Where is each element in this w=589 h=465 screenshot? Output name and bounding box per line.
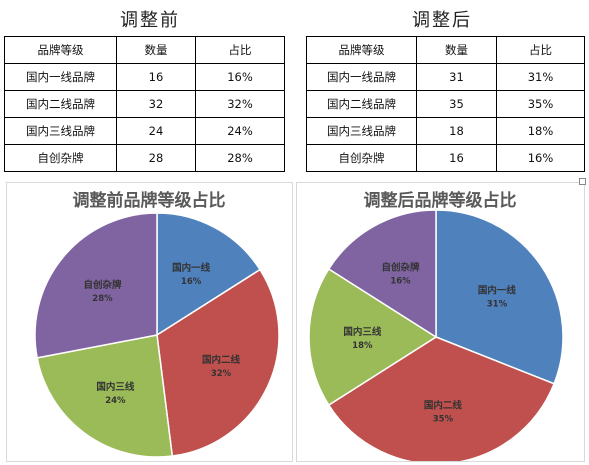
table-header-row: 品牌等级 数量 占比 — [4, 36, 285, 64]
table-cell: 31 — [416, 63, 497, 91]
slice-category-label: 国内二线 — [424, 399, 463, 411]
table-row: 国内一线品牌 31 31% — [306, 63, 585, 91]
slice-category-label: 自创杂牌 — [382, 261, 421, 273]
table-cell: 16% — [195, 63, 285, 91]
chart-title: 调整后品牌等级占比 — [364, 190, 517, 211]
table-cell: 国内二线品牌 — [306, 90, 417, 118]
pie-labels: 国内一线 31% 国内二线 35% 国内三线 18% 自创杂牌 16% — [343, 261, 516, 424]
table-cell: 16 — [116, 63, 196, 91]
table-cell: 国内三线品牌 — [306, 117, 417, 145]
table-cell: 16 — [416, 144, 497, 172]
slice-percent-label: 32% — [211, 369, 232, 379]
header-cell: 品牌等级 — [4, 36, 117, 64]
slice-percent-label: 24% — [105, 396, 126, 406]
table-cell: 18% — [496, 117, 585, 145]
after-pie-chart-frame: 调整后品牌等级占比 国内一线 31% 国内二线 35% 国内三线 18% 自创杂牌 16% — [296, 182, 585, 462]
chart-resize-handle[interactable] — [579, 178, 586, 185]
table-cell: 31% — [496, 63, 585, 91]
table-cell: 16% — [496, 144, 585, 172]
before-pie-chart-frame: 调整前品牌等级占比 国内一线 16% 国内二线 32% 国内三线 24% 自创杂牌 28% — [6, 182, 293, 462]
before-section-title: 调整前 — [120, 10, 180, 31]
table-row: 国内三线品牌 18 18% — [306, 117, 585, 145]
table-cell: 35% — [496, 90, 585, 118]
pie-slice-tier3[interactable] — [308, 267, 438, 407]
slice-percent-label: 28% — [92, 294, 113, 304]
slice-category-label: 国内三线 — [96, 381, 135, 393]
table-row: 国内二线品牌 35 35% — [306, 90, 585, 118]
table-row: 国内三线品牌 24 24% — [4, 117, 285, 145]
pie-labels: 国内一线 16% 国内二线 32% 国内三线 24% 自创杂牌 28% — [83, 262, 240, 406]
table-cell: 24 — [116, 117, 196, 145]
before-table: 品牌等级 数量 占比 国内一线品牌 16 16% 国内二线品牌 32 32% 国… — [4, 36, 285, 172]
after-pie-chart: 调整后品牌等级占比 国内一线 31% 国内二线 35% 国内三线 18% 自创杂牌 16% — [308, 190, 564, 461]
slice-category-label: 自创杂牌 — [83, 279, 122, 291]
table-cell: 24% — [195, 117, 285, 145]
pie-slices — [34, 212, 280, 458]
pie-slice-tier2[interactable] — [327, 336, 556, 461]
slice-category-label: 国内二线 — [202, 354, 241, 366]
header-cell: 品牌等级 — [306, 36, 417, 64]
table-cell: 国内一线品牌 — [306, 63, 417, 91]
pie-slice-tier3[interactable] — [36, 334, 174, 458]
header-cell: 占比 — [496, 36, 585, 64]
table-cell: 自创杂牌 — [4, 144, 117, 172]
slice-category-label: 国内一线 — [172, 262, 211, 274]
after-table: 品牌等级 数量 占比 国内一线品牌 31 31% 国内二线品牌 35 35% 国… — [306, 36, 585, 172]
table-header-row: 品牌等级 数量 占比 — [306, 36, 585, 64]
table-cell: 32 — [116, 90, 196, 118]
table-row: 自创杂牌 28 28% — [4, 144, 285, 172]
table-row: 国内一线品牌 16 16% — [4, 63, 285, 91]
header-cell: 数量 — [416, 36, 497, 64]
chart-title: 调整前品牌等级占比 — [73, 190, 226, 211]
slice-percent-label: 35% — [433, 414, 454, 424]
before-pie-chart: 调整前品牌等级占比 国内一线 16% 国内二线 32% 国内三线 24% 自创杂牌 28% — [34, 190, 280, 458]
pie-slice-self-brand[interactable] — [327, 209, 437, 339]
table-cell: 国内二线品牌 — [4, 90, 117, 118]
table-cell: 国内一线品牌 — [4, 63, 117, 91]
slice-percent-label: 16% — [181, 277, 202, 287]
table-cell: 国内三线品牌 — [4, 117, 117, 145]
slice-percent-label: 16% — [390, 276, 411, 286]
table-row: 国内二线品牌 32 32% — [4, 90, 285, 118]
slice-category-label: 国内三线 — [343, 326, 382, 338]
header-cell: 数量 — [116, 36, 196, 64]
table-row: 自创杂牌 16 16% — [306, 144, 585, 172]
slice-percent-label: 31% — [487, 300, 508, 310]
table-cell: 18 — [416, 117, 497, 145]
pie-slice-tier1[interactable] — [435, 209, 564, 385]
after-section-title: 调整后 — [412, 10, 472, 31]
table-cell: 35 — [416, 90, 497, 118]
pie-slice-tier2[interactable] — [156, 268, 280, 457]
table-cell: 自创杂牌 — [306, 144, 417, 172]
slice-category-label: 国内一线 — [478, 285, 517, 297]
slice-percent-label: 18% — [352, 341, 373, 351]
pie-slice-self-brand[interactable] — [34, 212, 158, 359]
pie-slices — [308, 209, 564, 461]
pie-slice-tier1[interactable] — [156, 212, 262, 337]
table-cell: 32% — [195, 90, 285, 118]
header-cell: 占比 — [195, 36, 285, 64]
table-cell: 28 — [116, 144, 196, 172]
table-cell: 28% — [195, 144, 285, 172]
